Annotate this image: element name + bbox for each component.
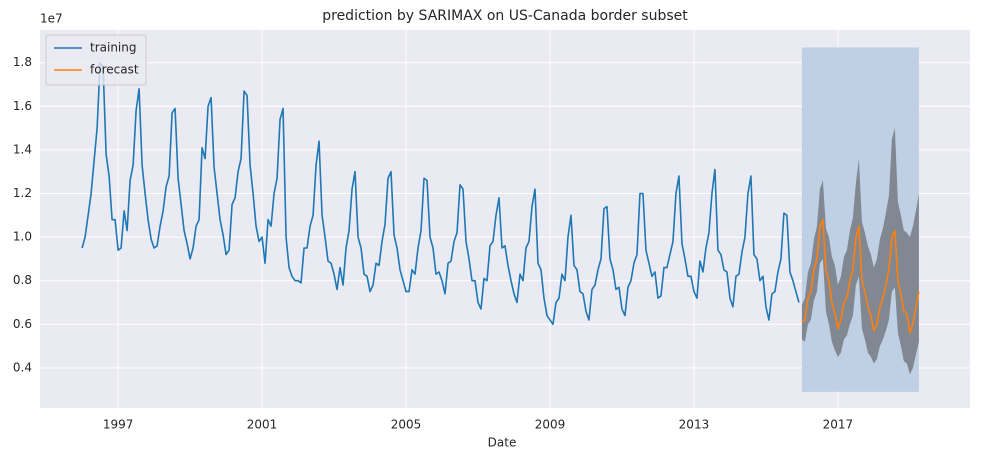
x-tick-label: 2009 xyxy=(535,418,566,432)
legend: training forecast xyxy=(45,34,147,86)
y-tick-label: 1.8 xyxy=(13,55,32,69)
series-line xyxy=(81,61,800,326)
x-tick-label: 2001 xyxy=(247,418,278,432)
legend-label: training xyxy=(90,41,137,55)
x-tick-label: 1997 xyxy=(103,418,134,432)
y-tick-label: 1.6 xyxy=(13,99,32,113)
chart-title: prediction by SARIMAX on US-Canada borde… xyxy=(322,8,688,24)
y-tick-label: 1.0 xyxy=(13,230,32,244)
x-tick-label: 2013 xyxy=(679,418,710,432)
y-tick-label: 0.8 xyxy=(13,273,32,287)
y-tick-label: 0.4 xyxy=(13,360,32,374)
x-axis-label: Date xyxy=(488,436,517,450)
series-line xyxy=(801,218,920,334)
y-tick-label: 1.2 xyxy=(13,186,32,200)
legend-label: forecast xyxy=(90,63,139,77)
marks xyxy=(81,47,920,392)
x-tick-label: 2017 xyxy=(823,418,854,432)
x-tick-label: 2005 xyxy=(391,418,422,432)
y-tick-label: 0.6 xyxy=(13,317,32,331)
y-offset-label: 1e7 xyxy=(40,12,63,26)
y-tick-label: 1.4 xyxy=(13,142,32,156)
